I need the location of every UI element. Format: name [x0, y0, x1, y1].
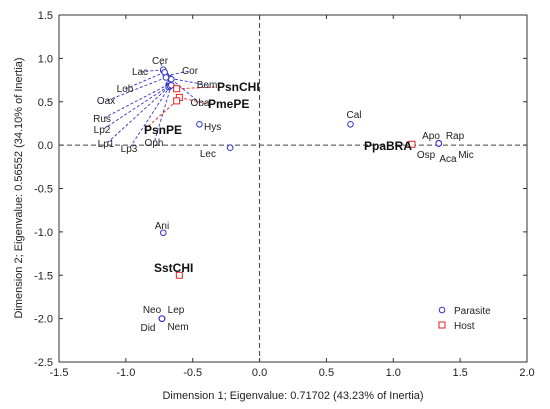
leader-line-psnpe [143, 100, 177, 131]
x-tick-label: -1.5 [50, 367, 69, 379]
leader-line-lob [124, 71, 165, 90]
y-tick-label: -0.5 [34, 184, 53, 196]
parasite-label-nem: Nem [167, 322, 188, 333]
x-tick-label: 0.5 [319, 367, 334, 379]
legend-parasite-marker [438, 306, 446, 314]
parasite-label-rus: Rus [93, 114, 111, 125]
parasite-label-lec: Lec [200, 149, 216, 160]
x-tick-label: 1.0 [386, 367, 401, 379]
parasite-point-hys [196, 121, 203, 128]
host-point-sstchi [175, 271, 183, 279]
parasite-label-lac: Lac [132, 67, 148, 78]
leader-line-oax [105, 77, 167, 102]
parasite-point-oba [168, 75, 175, 83]
y-tick-label: 1.0 [38, 53, 53, 65]
parasite-point-nem [158, 315, 166, 322]
parasite-point-cal [347, 121, 354, 128]
y-tick-label: -1.0 [34, 227, 53, 239]
parasite-label-lob: Lob [117, 84, 134, 95]
x-tick-label: -0.5 [183, 367, 202, 379]
y-tick-label: -2.5 [34, 357, 53, 369]
parasite-label-oax: Oax [97, 96, 115, 107]
host-label-ppabra: PpaBRA [364, 139, 412, 153]
parasite-label-cor: Cor [182, 66, 199, 77]
parasite-label-did: Did [140, 323, 155, 334]
y-axis-label: Dimension 2; Eigenvalue: 0.56552 (34.10%… [13, 57, 25, 318]
parasite-point-lob [161, 68, 168, 76]
parasite-label-oph: Oph [145, 138, 164, 149]
x-tick-label: 0.0 [252, 367, 267, 379]
leader-line-lp1 [105, 86, 169, 145]
host-point-psnpe [173, 97, 181, 105]
plot-area-frame [58, 14, 528, 363]
parasite-label-cer: Cer [152, 56, 169, 67]
parasite-label-lp1: Lp1 [98, 139, 115, 150]
parasite-label-lp3: Lp3 [121, 144, 138, 155]
host-label-pmepe: PmePE [208, 97, 249, 111]
host-point-ppabra [408, 140, 416, 148]
parasite-label-cal: Cal [346, 110, 361, 121]
parasite-label-aca: Aca [439, 154, 457, 165]
x-axis-label: Dimension 1; Eigenvalue: 0.71702 (43.23%… [162, 390, 423, 402]
legend-entry-parasite: Parasite [454, 306, 491, 317]
legend-entry-host: Host [454, 321, 475, 332]
host-label-psnchi: PsnCHI [217, 80, 260, 94]
y-tick-label: 1.5 [38, 10, 53, 22]
host-label-psnpe: PsnPE [144, 123, 182, 137]
parasite-point-lec [226, 144, 234, 152]
leader-line-lp2 [101, 85, 169, 131]
parasite-point-oax [162, 74, 170, 81]
parasite-label-oba: Oba [191, 98, 210, 109]
leader-line-lac [139, 69, 164, 73]
parasite-point-mic [435, 140, 443, 147]
leader-line-bom [169, 77, 208, 86]
leader-line-cor [165, 70, 191, 77]
x-tick-label: 1.5 [452, 367, 467, 379]
legend-host-marker [438, 321, 446, 329]
legend: Parasite Host [438, 306, 491, 332]
parasite-label-mic: Mic [458, 150, 474, 161]
parasite-point-ani [159, 229, 167, 237]
y-tick-label: -2.0 [34, 314, 53, 326]
y-tick-label: 0.0 [38, 140, 53, 152]
parasite-label-ani: Ani [155, 221, 169, 232]
parasite-label-lp2: Lp2 [94, 125, 111, 136]
parasite-label-osp: Osp [417, 150, 436, 161]
leader-line-oba [171, 78, 201, 104]
y-tick-label: 0.5 [38, 97, 53, 109]
parasite-label-hys: Hys [204, 122, 221, 133]
leader-line-oph [153, 85, 172, 144]
parasite-label-lep: Lep [168, 305, 185, 316]
y-tick-label: -1.5 [34, 270, 53, 282]
leader-line-rus [101, 84, 169, 120]
host-point-psnchi [173, 85, 181, 93]
x-tick-label: -1.0 [116, 367, 135, 379]
leader-line-lp3 [128, 85, 171, 150]
x-tick-label: 2.0 [519, 367, 534, 379]
parasite-label-neo: Neo [143, 305, 162, 316]
parasite-label-rap: Rap [446, 131, 465, 142]
leader-line-psnchi [176, 86, 218, 90]
host-label-sstchi: SstCHI [154, 261, 193, 275]
parasite-label-bom: Bom [197, 80, 218, 91]
parasite-label-apo: Apo [422, 131, 440, 142]
